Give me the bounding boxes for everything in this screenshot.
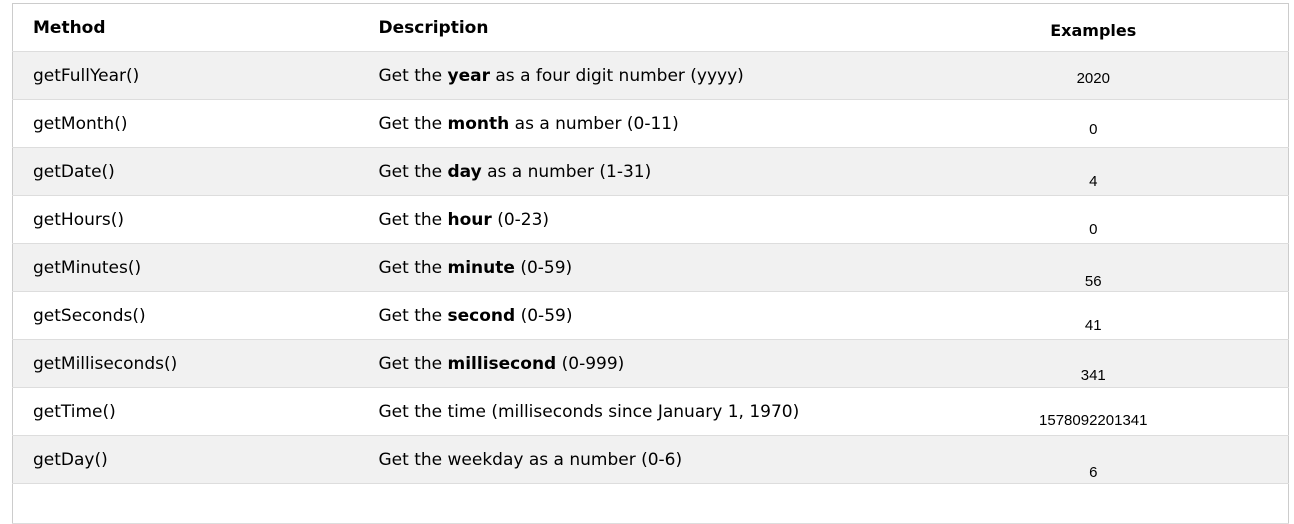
description-text-rest: as a four digit number (yyyy) (489, 65, 744, 86)
description-text: Get the (378, 209, 448, 230)
example-cell: 1578092201341 (898, 387, 1289, 436)
header-examples: Examples (898, 3, 1289, 52)
date-methods-table: Method Description Examples getFullYear(… (12, 3, 1289, 524)
example-cell: 56 (898, 243, 1289, 292)
method-cell: getDay() (12, 435, 359, 484)
description-text-rest: (0-59) (515, 305, 573, 326)
table-row: getMilliseconds() Get the millisecond (0… (12, 339, 1289, 388)
description-text: Get the (378, 353, 448, 374)
description-text-rest: (0-23) (491, 209, 550, 230)
example-value: 41 (1084, 317, 1102, 334)
example-cell: 341 (898, 339, 1289, 388)
method-cell: getTime() (12, 387, 359, 436)
table-row: getMinutes() Get the minute (0-59) 56 (12, 243, 1289, 292)
empty-cell (12, 483, 359, 524)
method-cell: getDate() (12, 147, 359, 196)
description-text: Get the (378, 305, 448, 326)
description-text-rest: (0-59) (514, 257, 573, 278)
description-text: Get the (378, 113, 448, 134)
method-cell: getMonth() (12, 99, 359, 148)
description-cell: Get the time (milliseconds since January… (358, 387, 899, 436)
table-row: getDay() Get the weekday as a number (0-… (12, 435, 1289, 484)
description-cell: Get the hour (0-23) (358, 195, 899, 244)
description-cell: Get the day as a number (1-31) (358, 147, 899, 196)
table-row: getTime() Get the time (milliseconds sin… (12, 387, 1289, 436)
header-method: Method (12, 3, 359, 52)
method-cell: getHours() (12, 195, 359, 244)
empty-cell (358, 483, 899, 524)
description-keyword: month (447, 113, 510, 134)
example-cell: 6 (898, 435, 1289, 484)
description-keyword: day (447, 161, 482, 182)
table-header-row: Method Description Examples (12, 3, 1289, 52)
table-row: getSeconds() Get the second (0-59) 41 (12, 291, 1289, 340)
table-row: getFullYear() Get the year as a four dig… (12, 51, 1289, 100)
description-cell: Get the minute (0-59) (358, 243, 899, 292)
example-cell: 41 (898, 291, 1289, 340)
description-keyword: year (447, 65, 490, 86)
empty-cell (898, 483, 1289, 524)
description-text: Get the (378, 65, 448, 86)
example-cell: 0 (898, 195, 1289, 244)
example-value: 6 (1089, 464, 1098, 481)
method-cell: getMinutes() (12, 243, 359, 292)
example-value: 341 (1080, 367, 1106, 384)
description-keyword: hour (447, 209, 492, 230)
table-row: getHours() Get the hour (0-23) 0 (12, 195, 1289, 244)
description-text-rest: (0-999) (556, 353, 625, 374)
description-cell: Get the month as a number (0-11) (358, 99, 899, 148)
description-text: Get the weekday as a number (0-6) (378, 449, 683, 470)
table-row: getDate() Get the day as a number (1-31)… (12, 147, 1289, 196)
description-cell: Get the millisecond (0-999) (358, 339, 899, 388)
description-cell: Get the weekday as a number (0-6) (358, 435, 899, 484)
example-value: 56 (1084, 273, 1102, 290)
description-keyword: millisecond (447, 353, 557, 374)
example-cell: 0 (898, 99, 1289, 148)
description-text-rest: as a number (0-11) (509, 113, 679, 134)
description-text: Get the (378, 161, 448, 182)
table-row-partial (12, 483, 1289, 524)
description-keyword: minute (447, 257, 515, 278)
example-value: 4 (1089, 173, 1098, 190)
description-text-rest: as a number (1-31) (481, 161, 652, 182)
description-cell: Get the second (0-59) (358, 291, 899, 340)
description-text: Get the (378, 257, 448, 278)
table-row: getMonth() Get the month as a number (0-… (12, 99, 1289, 148)
header-description: Description (358, 3, 899, 52)
description-keyword: second (447, 305, 516, 326)
example-value: 2020 (1076, 70, 1110, 87)
example-value: 1578092201341 (1039, 412, 1148, 429)
description-cell: Get the year as a four digit number (yyy… (358, 51, 899, 100)
example-value: 0 (1089, 221, 1098, 238)
method-cell: getFullYear() (12, 51, 359, 100)
method-cell: getMilliseconds() (12, 339, 359, 388)
example-value: 0 (1089, 121, 1098, 138)
example-cell: 4 (898, 147, 1289, 196)
example-cell: 2020 (898, 51, 1289, 100)
method-cell: getSeconds() (12, 291, 359, 340)
description-text: Get the time (milliseconds since January… (378, 401, 800, 422)
